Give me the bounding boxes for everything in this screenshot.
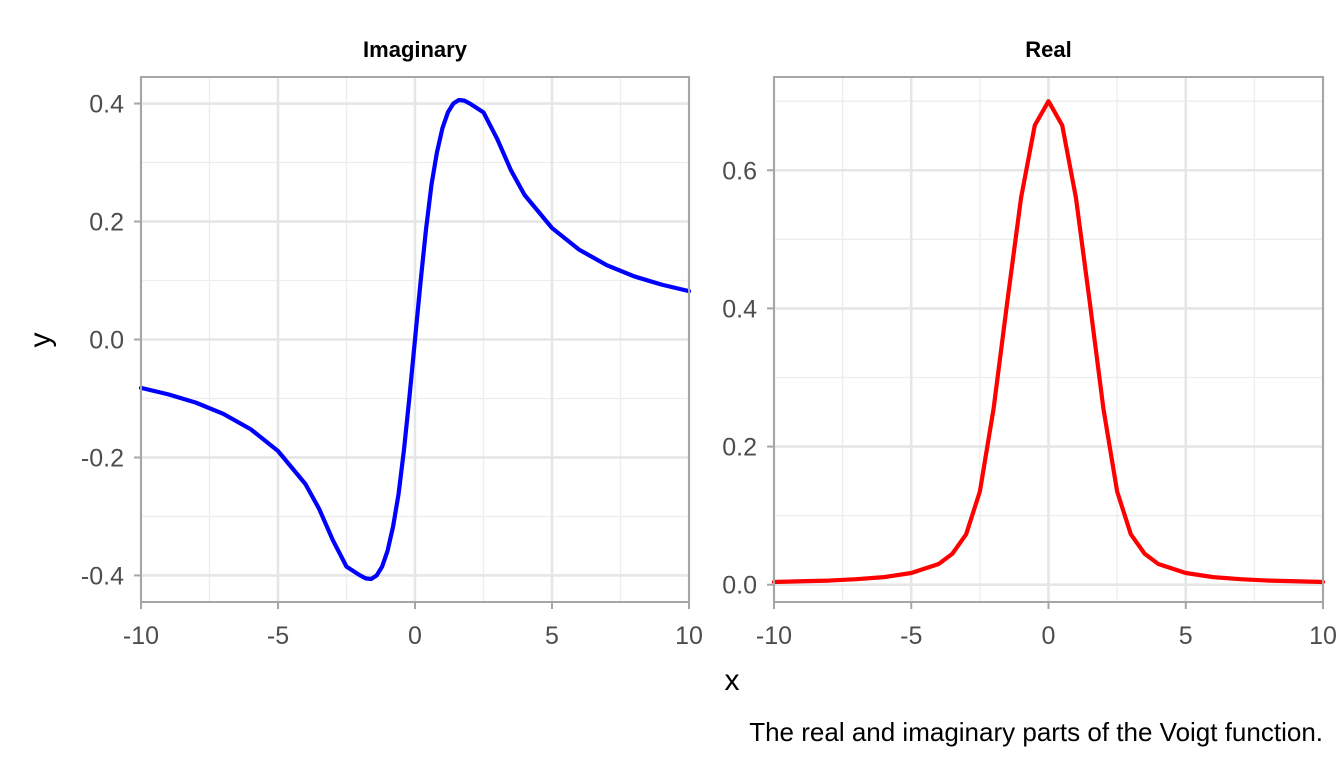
y-tick-label: -0.4: [81, 562, 124, 590]
y-tick-label: -0.2: [81, 444, 124, 472]
panel-real-ticks: -10 -5 0 5 10 0.0 0.2 0.4 0.6: [722, 157, 1337, 650]
x-tick-label: 0: [408, 622, 422, 650]
x-tick-label: 5: [545, 622, 559, 650]
series-line-real: [771, 99, 1326, 585]
x-tick-label: -10: [123, 622, 159, 650]
panel-real-title: Real: [1025, 37, 1071, 62]
figure-caption: The real and imaginary parts of the Voig…: [749, 717, 1323, 747]
x-tick-label: 5: [1179, 622, 1193, 650]
y-axis-title: y: [24, 333, 57, 348]
y-tick-label: 0.0: [89, 327, 124, 355]
x-axis-title: x: [725, 664, 740, 697]
y-tick-label: 0.6: [722, 157, 757, 185]
x-tick-label: -5: [900, 622, 922, 650]
panel-real-series: [771, 99, 1326, 585]
panel-imaginary-ticks: -10 -5 0 5 10 -0.4 -0.2 0.0 0.2 0.4: [81, 91, 703, 650]
panel-imaginary: -10 -5 0 5 10 -0.4 -0.2 0.0 0.2 0.4 Imaginary: [81, 37, 703, 650]
panel-imaginary-title: Imaginary: [363, 37, 468, 62]
x-tick-label: 0: [1042, 622, 1056, 650]
x-tick-label: 10: [675, 622, 703, 650]
y-tick-label: 0.4: [89, 91, 124, 119]
x-tick-label: 10: [1309, 622, 1337, 650]
panel-real-major-grid: [772, 77, 1325, 602]
y-tick-label: 0.2: [722, 434, 757, 462]
y-tick-label: 0.2: [89, 209, 124, 237]
y-tick-label: 0.4: [722, 295, 757, 323]
x-tick-label: -10: [756, 622, 792, 650]
panel-real: -10 -5 0 5 10 0.0 0.2 0.4 0.6 Real: [722, 37, 1337, 650]
x-tick-label: -5: [267, 622, 289, 650]
series-line-imaginary: [138, 97, 692, 582]
y-tick-label: 0.0: [722, 572, 757, 600]
panel-imaginary-series: [138, 97, 692, 582]
